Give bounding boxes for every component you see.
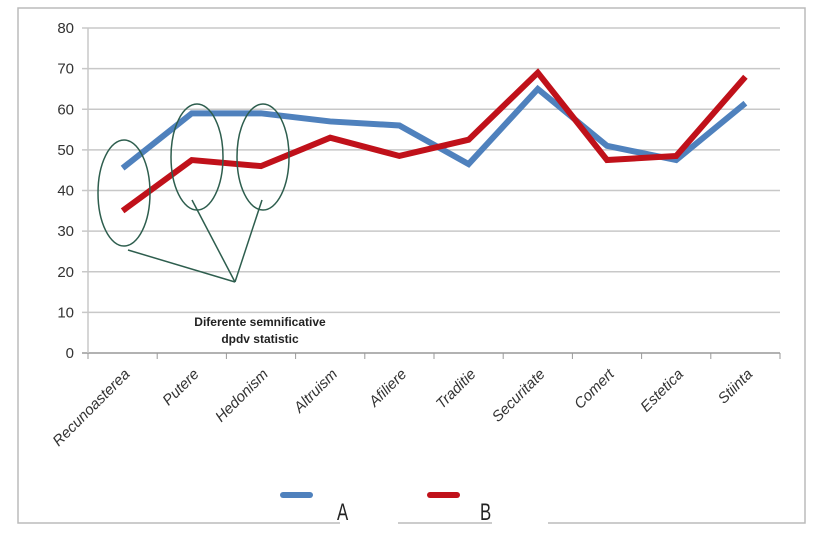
- x-category-label: Altruism: [290, 366, 341, 417]
- x-category-label: Putere: [159, 366, 202, 409]
- legend-gap-2: [492, 519, 548, 527]
- highlight-ellipse: [170, 103, 224, 211]
- x-category-label: Afiliere: [365, 366, 410, 411]
- highlight-ellipse: [236, 103, 290, 211]
- y-tick-label: 80: [57, 20, 74, 37]
- highlight-ellipse: [97, 139, 151, 247]
- y-tick-label: 50: [57, 142, 74, 159]
- callout-line: [191, 199, 236, 283]
- y-tick-label: 40: [57, 183, 74, 200]
- x-category-label: Comert: [571, 365, 618, 412]
- y-tick-label: 60: [57, 101, 74, 118]
- legend-label-A: A: [337, 499, 348, 526]
- x-category-label: Traditie: [433, 366, 480, 413]
- legend-gap-1: [340, 519, 398, 527]
- y-tick-label: 70: [57, 61, 74, 78]
- y-tick-label: 20: [57, 264, 74, 281]
- callout-line: [234, 199, 263, 283]
- legend-label-B: B: [480, 499, 491, 526]
- y-tick-label: 30: [57, 223, 74, 240]
- series-line-B: [120, 68, 748, 214]
- chart-border: [17, 7, 806, 524]
- y-tick-label: 0: [66, 345, 74, 362]
- x-category-label: Hedonism: [212, 366, 272, 426]
- annotation-text: Diferente semnificative: [194, 315, 326, 329]
- x-category-label: Recunoasterea: [49, 366, 133, 450]
- y-tick-label: 10: [57, 304, 74, 321]
- x-category-label: Securitate: [489, 366, 549, 426]
- x-category-label: Stiinta: [715, 366, 757, 408]
- annotation-text: dpdv statistic: [221, 332, 299, 346]
- x-category-label: Estetica: [637, 366, 687, 416]
- callout-line: [127, 249, 236, 283]
